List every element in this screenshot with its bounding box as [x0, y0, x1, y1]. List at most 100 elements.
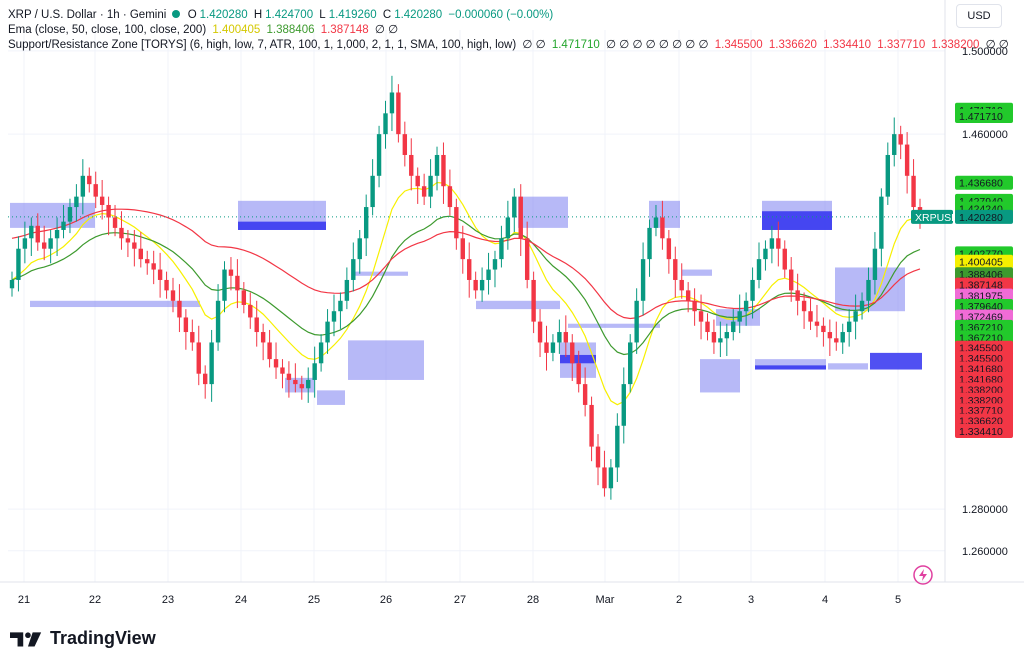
tradingview-logo[interactable]: TradingView	[10, 628, 156, 649]
candle-body	[222, 270, 226, 301]
ema-legend[interactable]: Ema (close, 50, close, 100, close, 200) …	[8, 23, 401, 37]
candle-body	[454, 207, 458, 238]
candle-body	[358, 238, 362, 259]
candle-body	[351, 259, 355, 280]
candle-body	[403, 134, 407, 155]
candle-body	[699, 311, 703, 321]
candle-body	[789, 270, 793, 291]
sr-zone	[568, 324, 660, 328]
candle-body	[267, 342, 271, 359]
candle-body	[538, 322, 542, 343]
candle-body	[576, 363, 580, 384]
candle-body	[802, 301, 806, 311]
candle-body	[783, 249, 787, 270]
candle-body	[300, 384, 304, 388]
candle-body	[628, 342, 632, 384]
candle-body	[396, 92, 400, 134]
sr-zone	[682, 270, 712, 276]
price-tag-label: 1.420280	[959, 212, 1003, 224]
candle-body	[29, 226, 33, 238]
candle-body	[119, 228, 123, 238]
candle-body	[705, 322, 709, 332]
candle-body	[660, 217, 664, 238]
candle-body	[551, 342, 555, 352]
candle-body	[673, 259, 677, 280]
candle-body	[416, 176, 420, 186]
candle-body	[847, 322, 851, 332]
candle-body	[325, 322, 329, 343]
candle-body	[564, 332, 568, 342]
candle-body	[828, 332, 832, 338]
candle-body	[242, 290, 246, 305]
candle-body	[892, 134, 896, 155]
candle-body	[596, 447, 600, 468]
candle-body	[712, 332, 716, 342]
candle-body	[821, 326, 825, 332]
candle-body	[680, 280, 684, 290]
sr-legend[interactable]: Support/Resistance Zone [TORYS] (6, high…	[8, 38, 1012, 52]
symbol-legend: XRP / U.S. Dollar · 1h · Gemini O 1.42028…	[8, 8, 556, 22]
candle-body	[815, 322, 819, 326]
candle-body	[692, 301, 696, 311]
sr-zone	[700, 359, 740, 392]
candle-body	[486, 270, 490, 280]
candle-body	[377, 134, 381, 176]
candle-body	[164, 280, 168, 290]
candle-body	[834, 338, 838, 342]
candle-body	[261, 332, 265, 342]
candle-body	[158, 270, 162, 280]
symbol-title[interactable]: XRP / U.S. Dollar · 1h · Gemini	[8, 9, 166, 21]
candle-body	[274, 359, 278, 367]
candle-body	[370, 176, 374, 207]
candle-body	[757, 259, 761, 280]
candle-body	[203, 374, 207, 384]
candle-body	[81, 176, 85, 197]
candle-body	[686, 290, 690, 300]
candle-body	[280, 367, 284, 373]
candle-body	[622, 384, 626, 426]
candle-body	[667, 238, 671, 259]
candle-body	[132, 242, 136, 248]
sr-zone	[238, 222, 326, 230]
price-tag-label: 1.471710	[959, 111, 1003, 123]
candle-body	[750, 280, 754, 301]
y-tick-label: 1.460000	[962, 129, 1008, 141]
candle-body	[602, 467, 606, 488]
market-status-icon	[172, 10, 180, 18]
candle-body	[345, 280, 349, 301]
candle-body	[763, 249, 767, 259]
candle-body	[106, 205, 110, 217]
candle-body	[499, 238, 503, 259]
candle-body	[544, 342, 548, 352]
candle-body	[770, 238, 774, 248]
candle-body	[10, 280, 14, 288]
candle-body	[911, 176, 915, 207]
candle-body	[216, 301, 220, 343]
candle-body	[808, 311, 812, 321]
candle-body	[171, 290, 175, 300]
candle-body	[589, 405, 593, 447]
x-tick-label: 2	[676, 594, 682, 606]
y-tick-label: 1.260000	[962, 546, 1008, 558]
price-tag-label: 1.334410	[959, 426, 1003, 438]
candle-body	[512, 197, 516, 218]
candle-body	[145, 259, 149, 263]
ema-title: Ema (close, 50, close, 100, close, 200)	[8, 24, 206, 36]
candle-body	[209, 342, 213, 384]
candle-body	[448, 186, 452, 207]
candle-body	[113, 217, 117, 227]
candle-body	[879, 197, 883, 249]
candle-body	[853, 311, 857, 321]
candle-body	[731, 322, 735, 332]
candle-body	[255, 317, 259, 332]
currency-button[interactable]: USD	[956, 4, 1002, 28]
candle-body	[61, 222, 65, 230]
candle-body	[293, 380, 297, 384]
flash-icon[interactable]	[914, 566, 932, 584]
candle-body	[583, 384, 587, 405]
y-tick-label: 1.280000	[962, 504, 1008, 516]
candle-body	[898, 134, 902, 144]
candle-body	[126, 238, 130, 242]
x-tick-label: 25	[308, 594, 320, 606]
